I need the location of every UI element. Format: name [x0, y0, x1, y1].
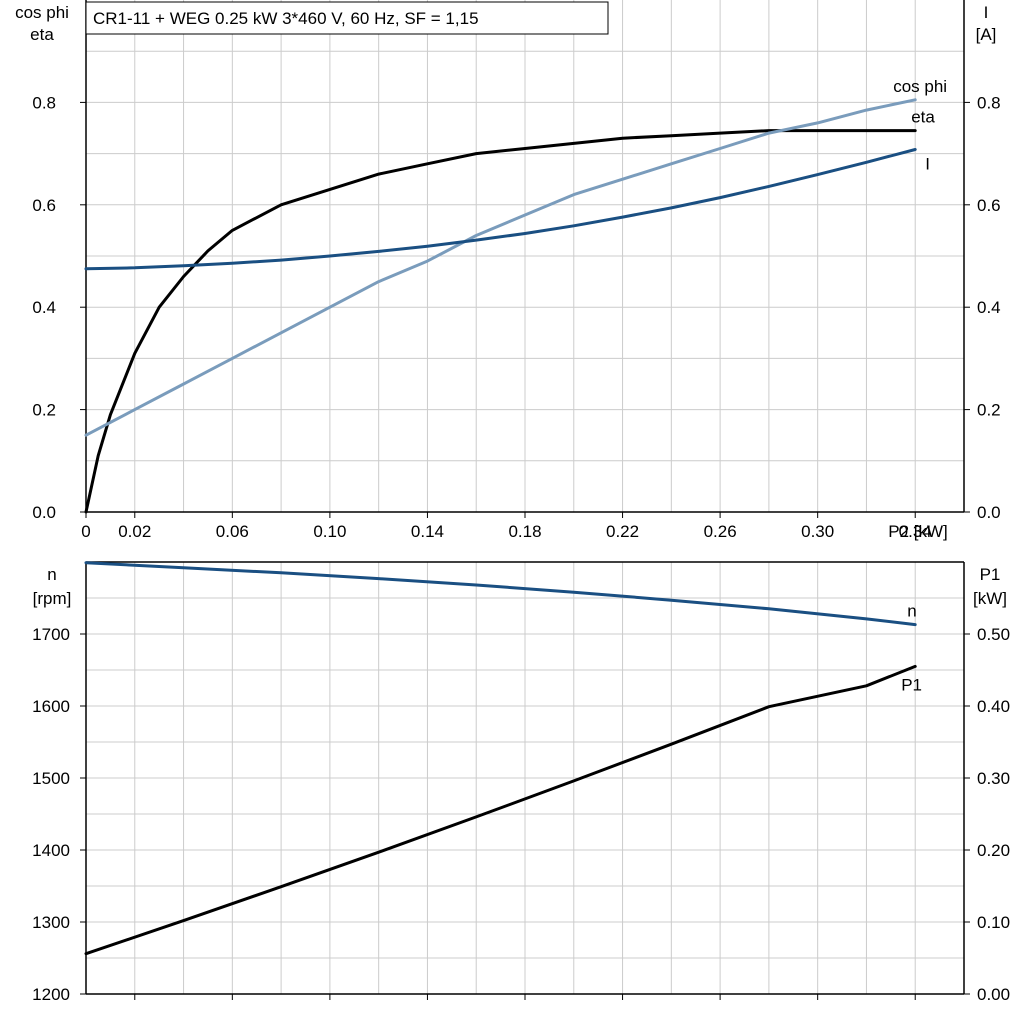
y-tick-label-right: 0.10 — [977, 913, 1010, 932]
series-line-cos-phi — [84, 98, 917, 437]
y-tick-label-left: 1300 — [32, 913, 70, 932]
y-tick-label-right: 0.4 — [977, 298, 1001, 317]
y-axis-label-left: eta — [30, 25, 54, 44]
series-line-p1 — [84, 664, 917, 956]
y-tick-label-left: 1400 — [32, 841, 70, 860]
series-line-eta — [84, 129, 917, 514]
y-tick-label-right: 0.8 — [977, 93, 1001, 112]
y-tick-label-right: 0.30 — [977, 769, 1010, 788]
y-tick-label-left: 0.4 — [32, 298, 56, 317]
y-tick-label-right: 0.0 — [977, 503, 1001, 522]
x-tick-label: 0.30 — [801, 522, 834, 541]
x-tick-label: 0.26 — [704, 522, 737, 541]
y-tick-label-left: 0.2 — [32, 401, 56, 420]
bottom-plot: 1200 1300 1400 1500 1600 1700 0.00 0.10 0.20 0.30… — [32, 561, 1010, 1004]
y-axis-label-right: P1 — [980, 565, 1001, 584]
y-tick-label-right: 0.40 — [977, 697, 1010, 716]
y-axis-label-left: [rpm] — [33, 589, 72, 608]
y-tick-label-left: 1700 — [32, 625, 70, 644]
y-axis-label-right: [kW] — [973, 589, 1007, 608]
y-axis-label-right: I — [984, 3, 989, 22]
y-tick-label-left: 1200 — [32, 985, 70, 1004]
chart-title: CR1-11 + WEG 0.25 kW 3*460 V, 60 Hz, SF … — [93, 9, 479, 28]
y-tick-label-left: 1500 — [32, 769, 70, 788]
y-tick-label-left: 0.6 — [32, 196, 56, 215]
x-tick-label: 0.10 — [313, 522, 346, 541]
top-plot: 0.0 0.2 0.4 0.6 0.8 0.0 0.2 0.4 0.6 0.8 0 0.02 0.06 0… — [15, 0, 1001, 541]
series-label-eta: eta — [911, 108, 935, 127]
y-axis-label-right: [A] — [976, 25, 997, 44]
series-line-n — [84, 561, 917, 627]
x-tick-label: 0.18 — [508, 522, 541, 541]
y-tick-label-left: 1600 — [32, 697, 70, 716]
title-box: CR1-11 + WEG 0.25 kW 3*460 V, 60 Hz, SF … — [85, 1, 609, 35]
x-tick-label: 0.22 — [606, 522, 639, 541]
series-line-i — [84, 148, 917, 271]
y-axis-label-left: n — [47, 565, 56, 584]
y-axis-label-left: cos phi — [15, 3, 69, 22]
y-tick-label-right: 0.20 — [977, 841, 1010, 860]
y-tick-label-right: 0.2 — [977, 401, 1001, 420]
x-tick-label: 0.02 — [118, 522, 151, 541]
x-tick-label: 0.34 — [899, 522, 932, 541]
series-label-p1: P1 — [901, 675, 922, 694]
y-tick-label-right: 0.6 — [977, 196, 1001, 215]
x-tick-label: 0.14 — [411, 522, 444, 541]
series-label-i: I — [925, 155, 930, 174]
series-label-cos-phi: cos phi — [893, 77, 947, 96]
x-tick-label: 0.06 — [216, 522, 249, 541]
y-tick-label-right: 0.50 — [977, 625, 1010, 644]
series-label-n: n — [907, 602, 916, 621]
y-tick-label-left: 0.8 — [32, 93, 56, 112]
y-tick-label-left: 0.0 — [32, 503, 56, 522]
y-tick-label-right: 0.00 — [977, 985, 1010, 1004]
x-axis-label: P2 [kW] — [888, 522, 948, 541]
x-tick-label: 0 — [81, 522, 90, 541]
